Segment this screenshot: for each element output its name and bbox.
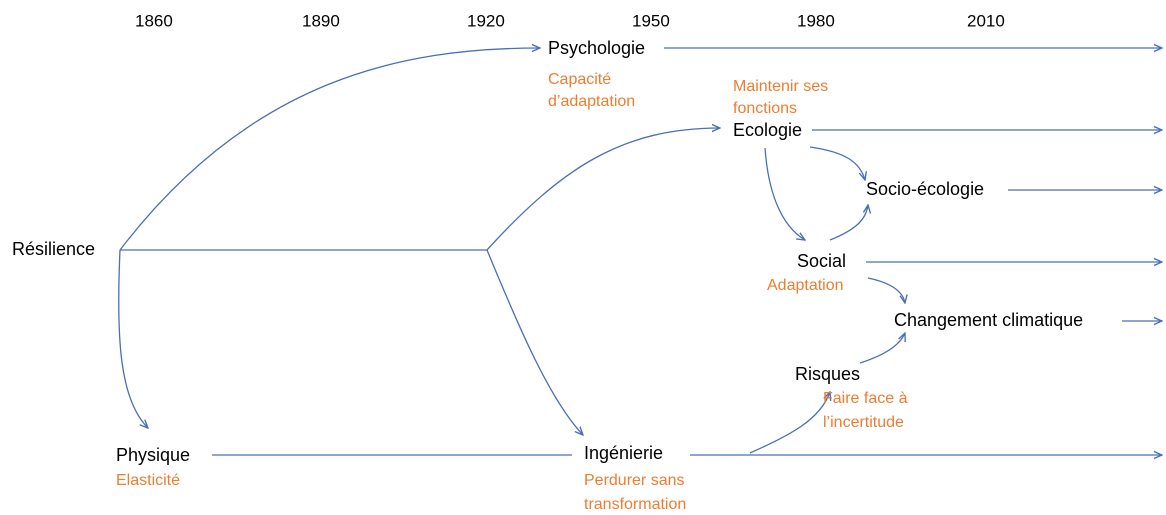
node-sublabel: Capacité <box>548 71 611 88</box>
arrows <box>118 48 1162 455</box>
node-sublabel: transformation <box>584 496 686 513</box>
node-sublabel: Adaptation <box>767 277 844 294</box>
year-label: 1860 <box>135 11 173 30</box>
nodes: Résilience Psychologie Capacité d’adaptatio… <box>12 38 1083 513</box>
year-label: 1950 <box>632 11 670 30</box>
node-sublabel: Perdurer sans <box>584 472 685 489</box>
node-sublabel: d’adaptation <box>548 93 635 110</box>
year-label: 1890 <box>302 11 340 30</box>
years: 1860 1890 1920 1950 1980 2010 <box>135 11 1005 30</box>
node-label: Physique <box>116 445 190 465</box>
year-label: 1920 <box>467 11 505 30</box>
node-sublabel: Elasticité <box>116 472 180 489</box>
node-label: Risques <box>795 364 860 384</box>
node-label: Résilience <box>12 239 95 259</box>
node-label: Socio-écologie <box>866 179 984 199</box>
node-label: Social <box>797 251 846 271</box>
node-sublabel: Maintenir ses <box>733 78 828 95</box>
node-label: Ingénierie <box>584 443 663 463</box>
node-sublabel: Faire face à <box>823 390 908 407</box>
node-sublabel: fonctions <box>733 100 797 117</box>
year-label: 2010 <box>967 11 1005 30</box>
year-label: 1980 <box>797 11 835 30</box>
node-label: Changement climatique <box>894 310 1083 330</box>
node-label: Ecologie <box>733 120 802 140</box>
node-sublabel: l’incertitude <box>823 414 904 431</box>
node-label: Psychologie <box>548 38 645 58</box>
